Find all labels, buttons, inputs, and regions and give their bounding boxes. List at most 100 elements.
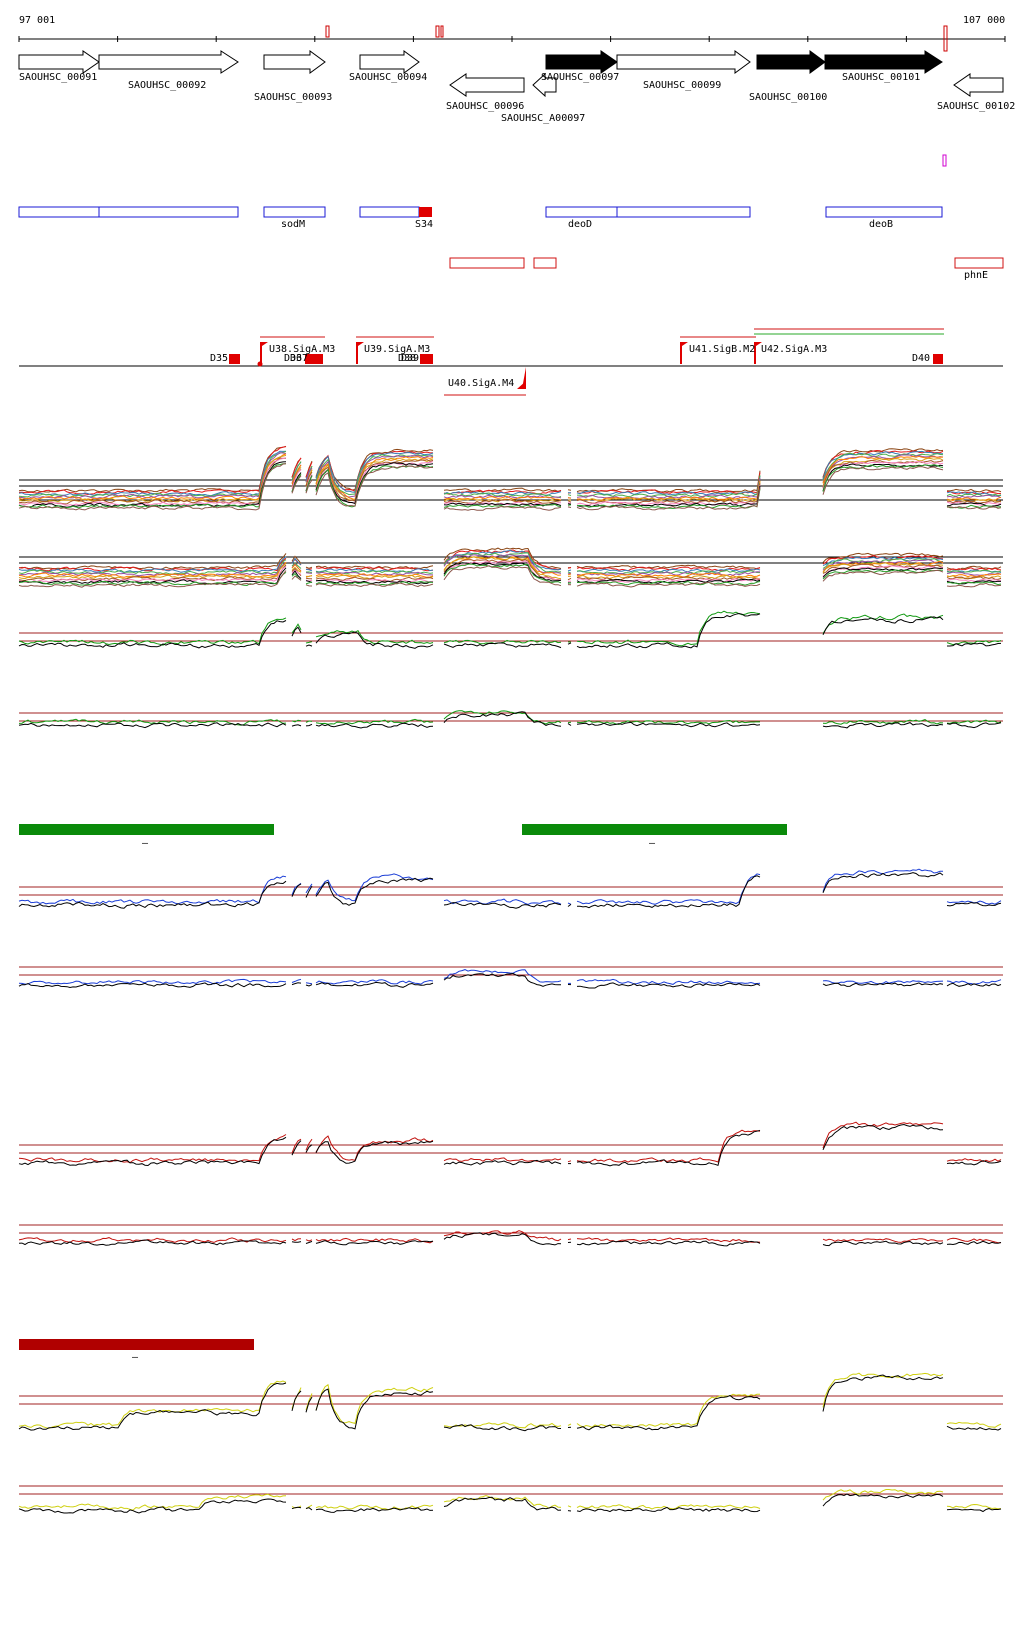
expression-line: [946, 582, 1002, 588]
operon-box[interactable]: [263, 206, 326, 218]
gene-label: SAOUHSC_00101: [842, 72, 920, 83]
expression-line: [443, 1230, 562, 1242]
expression-line: [576, 1129, 761, 1163]
expression-line: [291, 567, 302, 577]
gene-arrow[interactable]: [18, 50, 100, 74]
expression-line: [946, 982, 1002, 987]
expression-panel: [18, 547, 1003, 588]
expression-line: [291, 1506, 302, 1510]
expression-line: [577, 580, 761, 586]
expression-line: [315, 979, 434, 985]
region-marker-bar[interactable]: [522, 824, 787, 835]
expression-line: [305, 723, 313, 727]
expression-line: [305, 885, 313, 898]
expression-line: [315, 582, 434, 588]
gene-arrow[interactable]: [359, 50, 420, 74]
gene-arrow[interactable]: [953, 73, 1004, 97]
expression-line: [315, 462, 434, 505]
expression-line: [315, 459, 434, 502]
expression-line: [822, 872, 944, 893]
expression-line: [18, 454, 287, 503]
expression-line: [291, 464, 302, 485]
expression-line: [822, 559, 944, 571]
expression-line: [18, 570, 287, 588]
expression-line: [315, 566, 434, 572]
expression-line: [18, 722, 287, 729]
expression-line: [305, 1144, 313, 1153]
operon-box[interactable]: [18, 206, 239, 218]
gene-arrow[interactable]: [545, 50, 618, 74]
expression-line: [946, 488, 1002, 493]
gene-label: SAOUHSC_00092: [128, 80, 206, 91]
gene-arrow[interactable]: [98, 50, 239, 74]
expression-line: [315, 1240, 434, 1246]
antisense-box[interactable]: [449, 257, 525, 269]
expression-line: [576, 1240, 761, 1247]
expression-line: [315, 457, 434, 501]
gene-arrow[interactable]: [449, 73, 525, 97]
antisense-box[interactable]: [533, 257, 557, 269]
expression-line: [315, 568, 434, 573]
expression-line: [315, 1383, 434, 1425]
expression-line: [18, 562, 287, 577]
expression-line: [576, 568, 761, 574]
gene-arrow[interactable]: [532, 72, 557, 98]
expression-line: [305, 461, 313, 478]
gene-arrow[interactable]: [756, 50, 826, 74]
expression-line: [315, 718, 434, 725]
expression-line: [946, 1158, 1002, 1163]
antisense-box[interactable]: [954, 257, 1004, 269]
expression-panel: [18, 445, 1003, 511]
expression-line: [18, 559, 287, 575]
expression-line: [305, 644, 313, 647]
expression-line: [291, 569, 302, 575]
expression-line: [443, 711, 562, 727]
expression-line: [443, 1494, 562, 1509]
expression-panel: [18, 868, 1003, 909]
expression-panel: [18, 710, 1003, 729]
region-marker-bar[interactable]: [19, 824, 274, 835]
expression-line: [576, 1393, 761, 1428]
expression-line: [822, 1489, 944, 1501]
expression-line: [291, 883, 302, 897]
operon-box[interactable]: [825, 206, 943, 218]
expression-line: [822, 569, 944, 580]
expression-line: [567, 503, 572, 505]
promoter-label: U40.SigA.M4: [448, 378, 514, 389]
expression-line: [443, 972, 561, 987]
expression-line: [576, 481, 761, 503]
expression-line: [822, 1493, 944, 1507]
gene-label: SAOUHSC_00096: [446, 101, 524, 112]
expression-line: [315, 1388, 434, 1430]
expression-line: [291, 555, 302, 564]
expression-line: [18, 1134, 287, 1164]
gene-arrow[interactable]: [263, 50, 326, 74]
ruler-end-label: 107 000: [963, 15, 1005, 26]
expression-line: [315, 456, 434, 501]
ruler-ticks: [18, 36, 1006, 42]
expression-line: [576, 566, 761, 572]
promoter-label: U41.SigB.M2: [689, 344, 755, 355]
operon-box[interactable]: [545, 206, 751, 218]
expression-line: [443, 487, 562, 493]
expression-line: [305, 883, 313, 894]
expression-line: [291, 1241, 302, 1243]
expression-line: [567, 500, 572, 503]
region-marker-bar[interactable]: [19, 1339, 254, 1350]
expression-line: [946, 506, 1002, 510]
expression-tracks: [18, 445, 1003, 1514]
expression-line: [315, 574, 434, 580]
antisense-label: phnE: [964, 270, 988, 281]
region-marker-label: –: [142, 838, 149, 849]
gene-arrow[interactable]: [824, 50, 943, 74]
expression-line: [946, 581, 1002, 586]
expression-line: [291, 563, 302, 572]
expression-panel: [18, 1224, 1003, 1247]
expression-line: [822, 557, 944, 569]
expression-line: [576, 612, 761, 649]
expression-line: [822, 1238, 944, 1243]
expression-line: [576, 721, 761, 728]
gene-arrow[interactable]: [616, 50, 751, 74]
expression-line: [946, 571, 1002, 576]
operon-box[interactable]: [359, 206, 420, 218]
